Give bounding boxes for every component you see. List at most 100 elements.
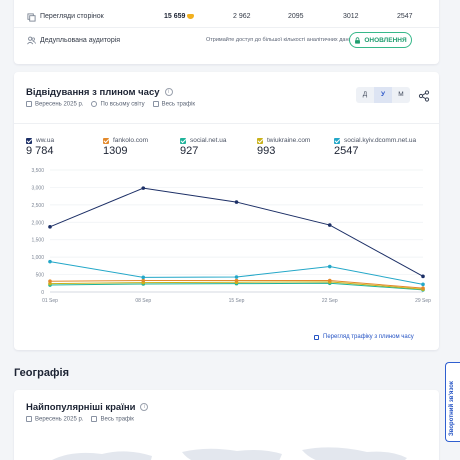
calendar-icon (26, 416, 32, 422)
legend-name: twiukraine.com (267, 137, 311, 144)
granularity-week[interactable]: У (374, 87, 392, 103)
legend-item[interactable]: social.kyiv.dcomm.net.ua 2547 (334, 137, 434, 157)
top-countries-card: Найпопулярніші країни i Вересень 2025 р. … (14, 390, 439, 460)
data-point (327, 278, 332, 283)
view-traffic-over-time-link[interactable]: Перегляд трафіку з плином часу (314, 334, 414, 340)
share-icon[interactable] (418, 90, 430, 102)
legend-value: 1309 (103, 145, 128, 157)
engagement-table-card: Перегляди сторінок 15 659 2 962 2095 301… (14, 0, 439, 64)
y-tick-label: 0 (41, 290, 44, 296)
x-tick-label: 15 Sep (229, 298, 245, 304)
traffic-filter-label: Весь трафік (161, 101, 196, 108)
traffic-filter-label: Весь трафік (100, 416, 134, 423)
legend-value: 2547 (334, 145, 359, 157)
y-tick-label: 3,000 (31, 185, 44, 191)
checkbox-icon[interactable] (26, 137, 32, 144)
y-tick-label: 2,500 (31, 203, 44, 209)
data-point (48, 279, 52, 283)
legend-name: fankolo.com (113, 137, 149, 144)
granularity-day[interactable]: Д (362, 91, 368, 98)
period-filter-label: Вересень 2025 р. (35, 101, 84, 108)
globe-icon (91, 101, 98, 107)
devices-icon (91, 416, 98, 422)
legend-value: 927 (180, 145, 199, 157)
audience-row: Дедупльована аудиторія Отримайте доступ … (14, 29, 439, 51)
y-tick-label: 500 (36, 273, 45, 279)
x-tick-label: 22 Sep (322, 298, 338, 304)
footer-link-label: Перегляд трафіку з плином часу (323, 334, 414, 340)
y-tick-label: 2,000 (31, 220, 44, 226)
devices-icon (152, 101, 159, 107)
checkbox-icon[interactable] (334, 137, 340, 144)
data-point (327, 264, 332, 269)
pageviews-value-5: 2547 (397, 13, 413, 20)
checkbox-icon[interactable] (257, 137, 263, 144)
y-tick-label: 1,000 (31, 255, 44, 261)
top-countries-title-text: Найпопулярніші країни (26, 402, 136, 413)
top-countries-title: Найпопулярніші країни i (26, 402, 149, 413)
region-filter[interactable]: По всьому світу (91, 101, 145, 108)
pages-icon (27, 13, 36, 22)
legend-item[interactable]: ww.ua 9 784 (26, 137, 103, 157)
feedback-tab[interactable]: Зворотний зв'язок (445, 362, 460, 442)
period-filter-label: Вересень 2025 р. (35, 416, 84, 423)
data-point (48, 225, 52, 229)
info-icon[interactable]: i (140, 403, 149, 412)
chart-title: Відвідування з плином часу i (26, 87, 173, 98)
pageviews-value-3: 2095 (288, 13, 304, 20)
legend-item[interactable]: twiukraine.com 993 (257, 137, 334, 157)
data-point (234, 275, 239, 279)
traffic-filter[interactable]: Весь трафік (152, 101, 196, 108)
upgrade-button-label: ОНОВЛЕННЯ (364, 36, 407, 44)
data-point (141, 186, 146, 190)
audience-label: Дедупльована аудиторія (40, 36, 121, 44)
period-filter[interactable]: Вересень 2025 р. (26, 416, 83, 423)
y-tick-label: 1,500 (31, 238, 44, 244)
pageviews-value-4: 3012 (343, 13, 359, 20)
legend-name: ww.ua (36, 137, 55, 144)
legend-value: 993 (257, 145, 276, 157)
info-icon[interactable]: i (164, 88, 173, 97)
data-point (141, 275, 146, 280)
card-divider (14, 123, 439, 124)
upgrade-button[interactable]: ОНОВЛЕННЯ (349, 32, 412, 48)
data-point (327, 223, 332, 227)
users-icon (27, 36, 36, 45)
chart-legend: ww.ua 9 784 fankolo.com 1309 social.net.… (26, 137, 434, 157)
pageviews-label: Перегляди сторінок (40, 13, 104, 20)
data-point (421, 282, 425, 287)
chart-filters: Вересень 2025 р. По всьому світу Весь тр… (26, 101, 195, 108)
visits-over-time-card: Відвідування з плином часу i Вересень 202… (14, 72, 439, 350)
traffic-filter[interactable]: Весь трафік (91, 416, 134, 423)
granularity-month[interactable]: М (398, 91, 404, 98)
data-point (48, 259, 52, 264)
x-tick-label: 01 Sep (42, 298, 58, 304)
data-point (141, 278, 146, 283)
legend-name: social.kyiv.dcomm.net.ua (344, 137, 417, 144)
checkbox-icon[interactable] (180, 137, 186, 144)
data-point (421, 274, 425, 279)
chart-title-text: Відвідування з плином часу (26, 87, 160, 98)
visits-line-chart: 0 500 1,000 1,500 2,000 2,500 3,000 3,500 01 Sep… (31, 168, 431, 304)
geography-heading: Географія (14, 367, 70, 379)
geo-filters: Вересень 2025 р. Весь трафік (26, 416, 134, 423)
y-tick-label: 3,500 (31, 168, 44, 174)
pageviews-value-2: 2 962 (233, 13, 251, 20)
granularity-toggle: Д У М (356, 87, 410, 103)
calendar-icon (26, 101, 32, 107)
checkbox-icon[interactable] (103, 137, 109, 144)
data-point (234, 278, 239, 283)
legend-item[interactable]: fankolo.com 1309 (103, 137, 180, 157)
data-point (421, 286, 425, 290)
data-point (234, 200, 239, 204)
world-map (52, 447, 407, 460)
x-tick-label: 08 Sep (135, 298, 151, 304)
pageviews-value-main: 15 659 (164, 13, 195, 20)
legend-item[interactable]: social.net.ua 927 (180, 137, 257, 157)
upgrade-promo-text: Отримайте доступ до більшої кількості ан… (206, 37, 355, 43)
legend-name: social.net.ua (190, 137, 227, 144)
coin-icon (187, 13, 195, 19)
period-filter[interactable]: Вересень 2025 р. (26, 101, 83, 108)
lock-icon (314, 334, 319, 340)
region-filter-label: По всьому світу (100, 101, 145, 108)
